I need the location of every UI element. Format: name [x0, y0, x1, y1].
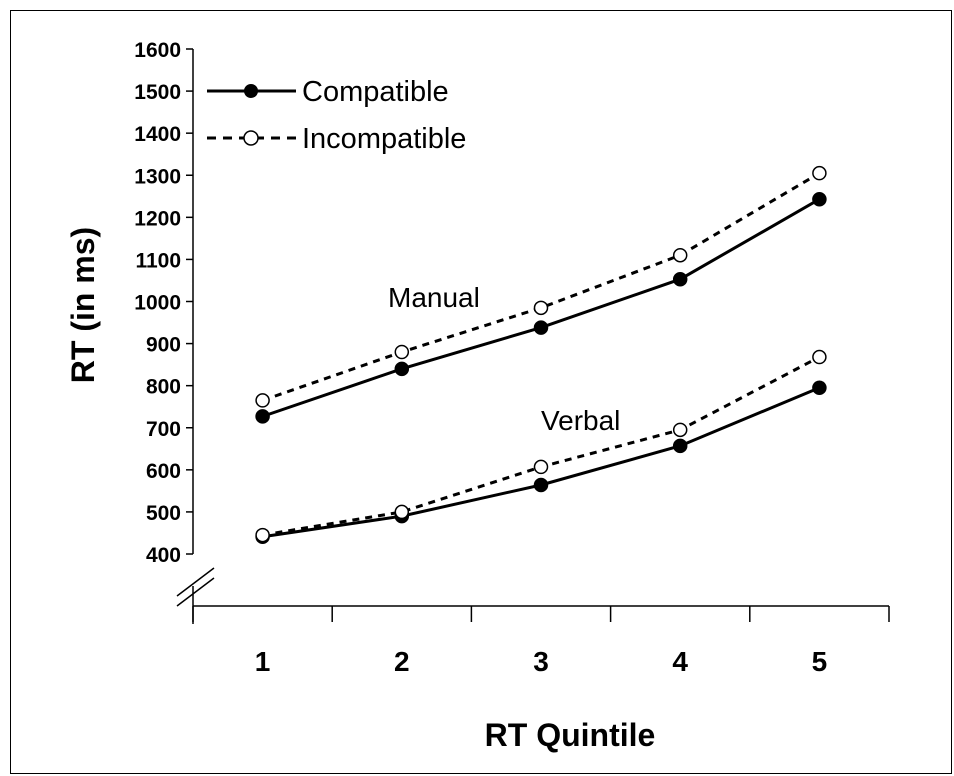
y-tick-label: 700 [146, 418, 181, 441]
y-tick-label: 1400 [134, 123, 181, 146]
y-tick-label: 1600 [134, 39, 181, 62]
data-point-manual-incompatible [533, 300, 549, 316]
y-tick-label: 600 [146, 460, 181, 483]
x-tick-label: 1 [255, 646, 271, 677]
data-point-verbal-compatible [533, 477, 549, 493]
data-point-manual-incompatible [255, 393, 270, 408]
series-line-manual-incompatible [262, 171, 821, 402]
data-point-manual-incompatible [672, 247, 688, 263]
x-tick-label: 3 [533, 646, 549, 677]
data-point-verbal-incompatible [812, 349, 827, 365]
legend-label-incompatible: Incompatible [302, 123, 466, 155]
annotation-manual: Manual [388, 282, 480, 313]
y-tick-label: 1000 [134, 292, 181, 315]
legend-incompatible-marker [243, 130, 259, 146]
y-tick-label: 500 [146, 502, 181, 525]
y-tick-label: 400 [146, 544, 181, 567]
x-tick-label: 2 [394, 646, 410, 677]
axes: 4005006007008009001000110012001300140015… [134, 39, 890, 677]
axis-break-mark [176, 577, 215, 607]
data-point-verbal-incompatible [394, 504, 410, 520]
x-axis-title: RT Quintile [485, 717, 656, 753]
axis-break-mark [176, 567, 215, 597]
y-axis-title: RT (in ms) [65, 227, 101, 383]
chart-frame [10, 10, 952, 774]
y-tick-label: 1200 [134, 207, 181, 230]
y-tick-label: 800 [146, 376, 181, 399]
legend-label-compatible: Compatible [302, 76, 449, 108]
y-tick-label: 1500 [134, 81, 181, 104]
data-point-verbal-compatible [672, 438, 688, 454]
data-point-verbal-incompatible [533, 459, 549, 475]
legend: Compatible Incompatible [207, 76, 466, 155]
data-point-manual-compatible [255, 409, 270, 424]
data-point-manual-incompatible [394, 344, 410, 360]
y-tick-label: 1100 [135, 249, 181, 272]
series-line-verbal-incompatible [262, 355, 821, 537]
data-point-verbal-incompatible [672, 422, 688, 438]
data-point-manual-compatible [533, 320, 549, 335]
annotation-verbal: Verbal [541, 405, 620, 436]
data-point-verbal-compatible [812, 380, 827, 396]
y-tick-label: 900 [146, 334, 181, 357]
data-point-manual-incompatible [812, 165, 827, 181]
series-points [255, 165, 827, 544]
data-point-verbal-incompatible [255, 527, 270, 543]
data-point-manual-compatible [672, 271, 688, 287]
x-tick-label: 4 [672, 646, 688, 677]
y-tick-label: 1300 [134, 165, 181, 188]
data-point-manual-compatible [812, 191, 827, 207]
data-point-manual-compatible [394, 361, 410, 377]
x-tick-label: 5 [812, 646, 828, 677]
legend-compatible-marker [244, 84, 258, 98]
